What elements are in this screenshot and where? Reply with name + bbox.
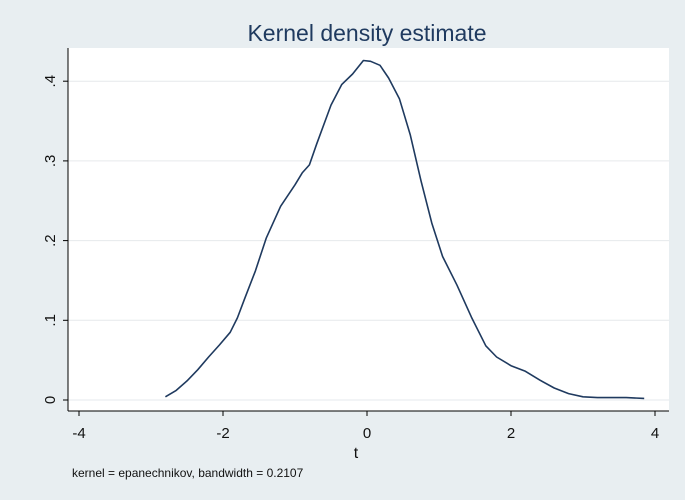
x-tick-label: -4 [72, 425, 85, 442]
gridlines [68, 80, 669, 401]
y-tick-label: .1 [42, 314, 59, 327]
density-line [164, 59, 645, 400]
y-tick-label: 0 [42, 396, 59, 404]
y-tick-label: .2 [42, 234, 59, 247]
x-tick-label: 4 [651, 425, 659, 442]
x-axis-label: t [354, 445, 359, 462]
y-tick-label: .4 [42, 75, 59, 88]
y-ticks: 0 .1 .2 .3 .4 [42, 75, 68, 404]
chart-title: Kernel density estimate [247, 20, 486, 46]
series-group [164, 59, 645, 400]
kernel-note: kernel = epanechnikov, bandwidth = 0.210… [72, 466, 304, 480]
axes [67, 48, 669, 412]
x-ticks: -4 -2 0 2 4 [72, 411, 659, 442]
x-tick-label: -2 [216, 425, 229, 442]
x-tick-label: 0 [363, 425, 371, 442]
y-tick-label: .3 [42, 155, 59, 168]
x-tick-label: 2 [507, 425, 515, 442]
plot-area [68, 48, 669, 411]
